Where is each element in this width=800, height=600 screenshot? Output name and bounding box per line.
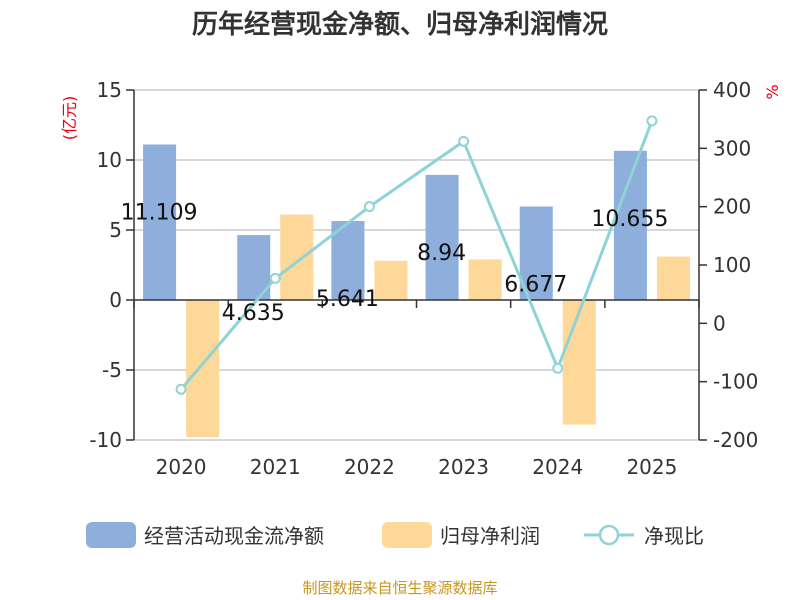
category-label: 2022 <box>344 455 395 479</box>
right-axis-unit: % <box>763 84 782 99</box>
bar-netprofit <box>562 300 596 425</box>
data-label: 6.677 <box>504 273 567 298</box>
bar-cashflow <box>519 206 553 300</box>
left-axis-unit: (亿元) <box>60 96 79 141</box>
legend-ratio-marker <box>598 524 620 546</box>
ratio-line <box>179 120 654 391</box>
right-tick-label: 300 <box>713 136 751 160</box>
ratio-point <box>552 362 564 374</box>
right-tick-label: 200 <box>713 195 751 219</box>
left-tick-label: -10 <box>89 428 122 452</box>
right-tick-label: 400 <box>713 78 751 102</box>
legend-cashflow: 经营活动现金流净额 <box>86 522 324 548</box>
category-label: 2025 <box>626 455 677 479</box>
legend-netprofit-label: 归母净利润 <box>440 524 540 548</box>
bar-cashflow <box>143 144 177 300</box>
bar-netprofit <box>468 259 502 300</box>
category-label: 2023 <box>438 455 489 479</box>
data-label: 8.94 <box>417 241 466 266</box>
right-tick-label: 0 <box>713 311 726 335</box>
legend-cashflow-swatch <box>86 522 136 548</box>
legend-netprofit: 归母净利润 <box>382 522 540 548</box>
bar-netprofit <box>656 256 690 300</box>
legend-netprofit-swatch <box>382 522 432 548</box>
chart-title: 历年经营现金净额、归母净利润情况 <box>192 9 608 40</box>
bar-netprofit <box>374 260 408 300</box>
left-tick-label: -5 <box>102 358 122 382</box>
category-label: 2024 <box>532 455 583 479</box>
category-label: 2021 <box>250 455 301 479</box>
left-tick-label: 5 <box>109 218 122 242</box>
bar-netprofit <box>186 300 220 438</box>
right-tick-label: -200 <box>713 428 758 452</box>
left-tick-label: 10 <box>97 148 122 172</box>
ratio-point <box>269 272 281 284</box>
data-label: 4.635 <box>222 301 285 326</box>
left-tick-label: 15 <box>97 78 122 102</box>
ratio-point <box>175 383 187 395</box>
category-label: 2020 <box>156 455 207 479</box>
bar-cashflow <box>425 174 459 300</box>
right-tick-label: -100 <box>713 370 758 394</box>
data-label: 11.109 <box>121 200 198 225</box>
source-note: 制图数据来自恒生聚源数据库 <box>302 579 497 597</box>
legend-ratio: 净现比 <box>584 524 704 548</box>
legend-cashflow-label: 经营活动现金流净额 <box>144 524 324 548</box>
bar-netprofit <box>280 214 314 300</box>
ratio-point <box>458 135 470 147</box>
data-label: 10.655 <box>591 207 668 232</box>
right-tick-label: 100 <box>713 253 751 277</box>
data-label: 5.641 <box>316 287 379 312</box>
ratio-point <box>363 201 375 213</box>
left-tick-label: 0 <box>109 288 122 312</box>
ratio-point <box>646 115 658 127</box>
bar-cashflow <box>331 221 365 300</box>
legend-ratio-label: 净现比 <box>644 524 704 548</box>
